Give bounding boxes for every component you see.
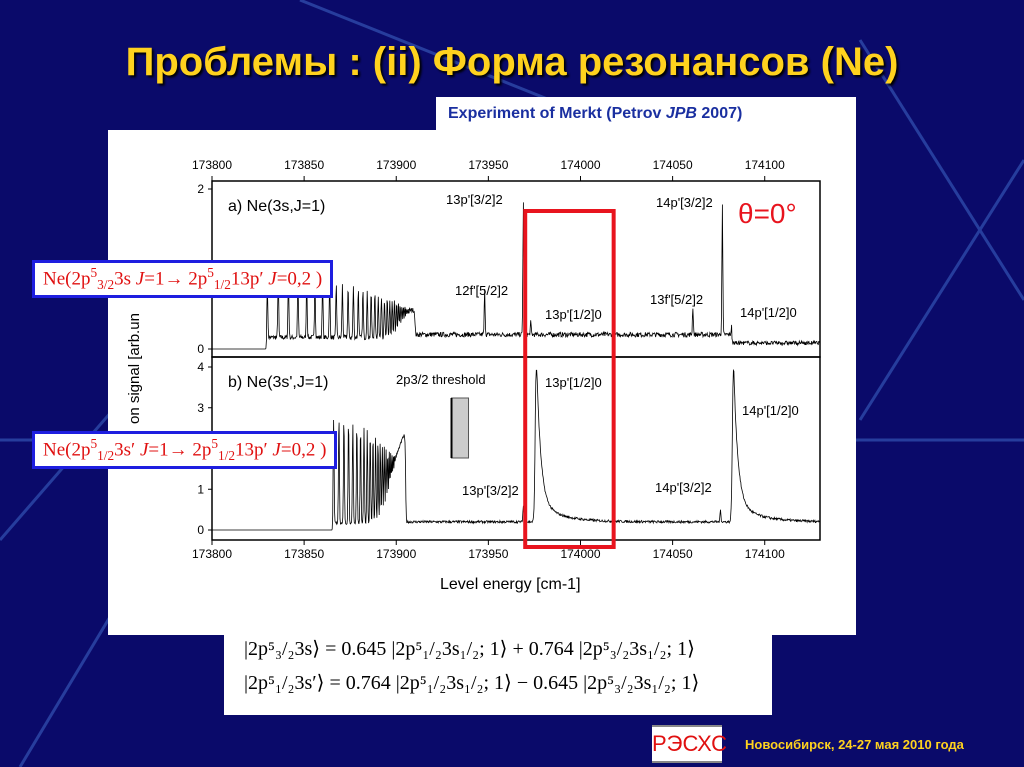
peak-label: 14p'[1/2]0 xyxy=(740,305,797,320)
spectrum-line-a xyxy=(212,202,821,350)
x-tick-label: 173800 xyxy=(192,158,232,172)
footer-text: Новосибирск, 24-27 мая 2010 года xyxy=(745,737,964,752)
y-tick-label: 0 xyxy=(197,523,204,537)
transition-box-3s: Ne(2p53/23s J=1→ 2p51/213p′ J=0,2 ) xyxy=(32,260,334,299)
y-tick-label: 3 xyxy=(197,401,204,415)
state-mixing-formula: |2p⁵₃/₂3s⟩ = 0.645 |2p⁵₁/₂3s₁/₂; 1⟩ + 0.… xyxy=(224,622,772,715)
peak-label: 14p'[3/2]2 xyxy=(655,480,712,495)
peak-label: 13p'[3/2]2 xyxy=(446,192,503,207)
x-tick-label: 174100 xyxy=(745,158,785,172)
peak-label: 14p'[1/2]0 xyxy=(742,403,799,418)
conference-logo: РЭСХС xyxy=(652,725,727,763)
peak-label: 13p'[1/2]0 xyxy=(545,307,602,322)
y-tick-label: 1 xyxy=(197,482,204,496)
x-tick-label: 173900 xyxy=(376,158,416,172)
x-tick-label: 173950 xyxy=(468,158,508,172)
highlight-box xyxy=(523,209,616,549)
peak-label: 14p'[3/2]2 xyxy=(656,195,713,210)
caption-year: 2007) xyxy=(696,105,743,122)
panel-b-label: b) Ne(3s',J=1) xyxy=(228,374,329,391)
spectrum-line-b xyxy=(212,368,821,531)
peak-label: 12f'[5/2]2 xyxy=(455,283,509,298)
slide-title: Проблемы : (ii) Форма резонансов (Ne) xyxy=(125,40,899,84)
formula-line: |2p⁵₁/₂3s′⟩ = 0.764 |2p⁵₁/₂3s₁/₂; 1⟩ − 0… xyxy=(244,672,700,694)
y-tick-label: 0 xyxy=(197,342,204,356)
experiment-caption: Experiment of Merkt (Petrov JPB 2007) xyxy=(436,97,856,131)
caption-journal: JPB xyxy=(665,105,697,122)
threshold-label: 2p3/2 threshold xyxy=(396,372,486,387)
x-axis-label: Level energy [cm-1] xyxy=(440,576,581,593)
figure-panel xyxy=(108,130,856,635)
caption-text: Experiment of Merkt (Petrov xyxy=(448,105,666,122)
threshold-marker xyxy=(451,397,470,459)
formula-line: |2p⁵₃/₂3s⟩ = 0.645 |2p⁵₁/₂3s₁/₂; 1⟩ + 0.… xyxy=(244,638,695,660)
x-tick-label: 173900 xyxy=(376,547,416,561)
peak-label: 13p'[1/2]0 xyxy=(545,375,602,390)
x-tick-label: 174050 xyxy=(653,158,693,172)
x-tick-label: 174100 xyxy=(745,547,785,561)
x-tick-label: 173950 xyxy=(468,547,508,561)
theta-label: θ=0° xyxy=(738,198,797,229)
y-axis-label: on signal [arb.un xyxy=(126,313,143,424)
x-tick-label: 173850 xyxy=(284,158,324,172)
transition-box-3s-prime: Ne(2p51/23s′ J=1→ 2p51/213p′ J=0,2 ) xyxy=(32,431,338,470)
y-tick-label: 4 xyxy=(197,360,204,374)
y-tick-label: 2 xyxy=(197,182,204,196)
x-tick-label: 174050 xyxy=(653,547,693,561)
x-tick-label: 174000 xyxy=(560,158,600,172)
panel-a-label: a) Ne(3s,J=1) xyxy=(228,198,326,215)
peak-label: 13f'[5/2]2 xyxy=(650,292,704,307)
x-tick-label: 174000 xyxy=(560,547,600,561)
peak-label: 13p'[3/2]2 xyxy=(462,483,519,498)
x-tick-label: 173850 xyxy=(284,547,324,561)
x-tick-label: 173800 xyxy=(192,547,232,561)
